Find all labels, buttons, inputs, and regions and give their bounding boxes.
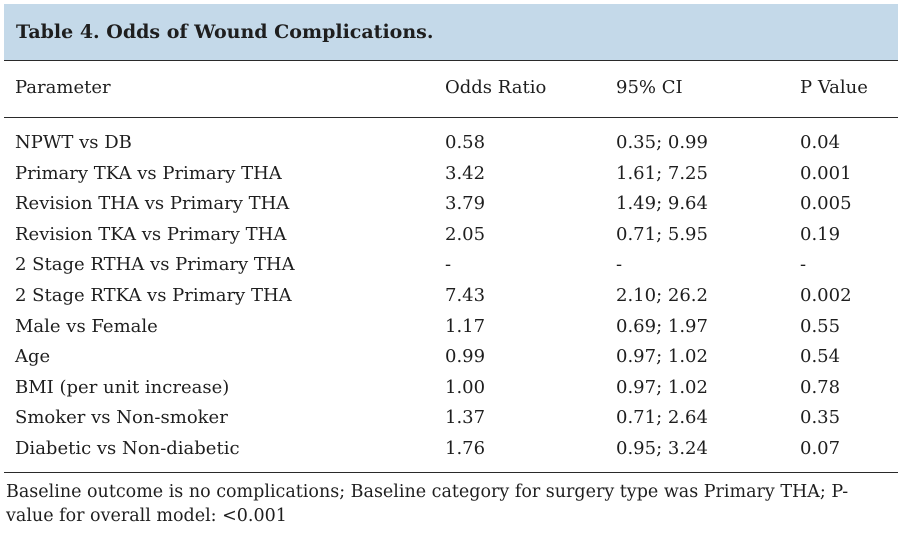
cell-odds-ratio: - [445,254,452,276]
cell-parameter: 2 Stage RTKA vs Primary THA [15,284,292,306]
cell-p-value: 0.78 [800,376,841,398]
cell-p-value: 0.005 [800,193,852,215]
cell-odds-ratio: 2.05 [445,223,486,245]
cell-odds-ratio: 0.99 [445,346,486,368]
cell-odds-ratio: 3.42 [445,162,486,184]
cell-parameter: Smoker vs Non-smoker [15,407,228,429]
table-row: Revision TKA vs Primary THA 2.05 0.71; 5.9… [4,220,898,251]
cell-p-value: 0.04 [800,132,841,153]
cell-parameter: Age [15,346,51,368]
cell-p-value: 0.35 [800,407,841,429]
cell-parameter: 2 Stage RTHA vs Primary THA [15,254,295,276]
cell-ci: 1.49; 9.64 [616,193,708,215]
table-footnote: Baseline outcome is no complications; Ba… [6,482,849,526]
table-row: Diabetic vs Non-diabetic 1.76 0.95; 3.24 0.… [4,434,898,465]
cell-ci: 0.97; 1.02 [616,346,708,368]
cell-ci: 0.71; 5.95 [616,223,708,245]
cell-odds-ratio: 1.17 [445,315,486,337]
cell-p-value: 0.002 [800,284,852,306]
cell-parameter: Diabetic vs Non-diabetic [15,437,240,459]
cell-odds-ratio: 3.79 [445,193,486,215]
cell-ci: 0.71; 2.64 [616,407,708,429]
cell-p-value: 0.54 [800,346,841,368]
table-title: Table 4. Odds of Wound Complications. [16,21,434,43]
table-row: Male vs Female 1.17 0.69; 1.97 0.55 [4,312,898,343]
cell-ci: 1.61; 7.25 [616,162,708,184]
cell-p-value: 0.07 [800,437,841,459]
table-row: Primary TKA vs Primary THA 3.42 1.61; 7.25… [4,159,898,190]
cell-p-value: 0.55 [800,315,841,337]
odds-table: Parameter Odds Ratio 95% CI P Value NPWT… [4,61,898,473]
cell-odds-ratio: 7.43 [445,284,486,306]
table-body: NPWT vs DB 0.58 0.35; 0.99 0.04 Primary TKA … [4,118,898,473]
header-p-value: P Value [800,77,868,98]
cell-parameter: NPWT vs DB [15,132,132,153]
table-row: 2 Stage RTKA vs Primary THA 7.43 2.10; 26.… [4,281,898,312]
table-row: Age 0.99 0.97; 1.02 0.54 [4,342,898,373]
table-row: Revision THA vs Primary THA 3.79 1.49; 9.6… [4,189,898,220]
header-parameter: Parameter [15,77,111,98]
table-row: BMI (per unit increase) 1.00 0.97; 1.02 0.7… [4,373,898,404]
cell-p-value: 0.001 [800,162,852,184]
cell-ci: - [616,254,623,276]
cell-p-value: 0.19 [800,223,841,245]
cell-ci: 2.10; 26.2 [616,284,708,306]
cell-ci: 0.97; 1.02 [616,376,708,398]
header-ci: 95% CI [616,77,683,98]
cell-parameter: Revision THA vs Primary THA [15,193,290,215]
cell-ci: 0.95; 3.24 [616,437,708,459]
cell-odds-ratio: 1.00 [445,376,486,398]
table-row: NPWT vs DB 0.58 0.35; 0.99 0.04 [4,128,898,159]
cell-odds-ratio: 0.58 [445,132,486,153]
header-odds-ratio: Odds Ratio [445,77,547,98]
cell-ci: 0.69; 1.97 [616,315,708,337]
table-row: 2 Stage RTHA vs Primary THA - - - [4,250,898,281]
cell-parameter: Revision TKA vs Primary THA [15,223,287,245]
cell-parameter: Male vs Female [15,315,158,337]
cell-parameter: BMI (per unit increase) [15,376,230,398]
table-title-bar: Table 4. Odds of Wound Complications. [4,4,898,61]
cell-odds-ratio: 1.37 [445,407,486,429]
table-row: Smoker vs Non-smoker 1.37 0.71; 2.64 0.35 [4,403,898,434]
cell-parameter: Primary TKA vs Primary THA [15,162,282,184]
table-header-row: Parameter Odds Ratio 95% CI P Value [4,61,898,118]
cell-p-value: - [800,254,807,276]
cell-odds-ratio: 1.76 [445,437,486,459]
cell-ci: 0.35; 0.99 [616,132,708,153]
